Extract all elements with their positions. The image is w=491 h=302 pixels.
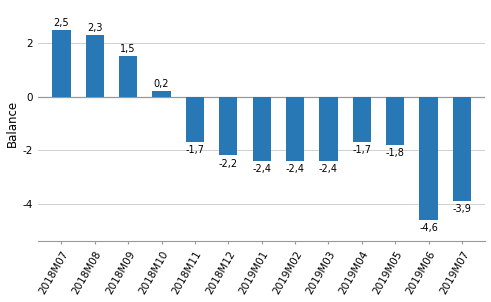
Y-axis label: Balance: Balance <box>5 100 19 147</box>
Text: 1,5: 1,5 <box>120 44 136 54</box>
Bar <box>286 97 304 161</box>
Bar <box>152 91 171 97</box>
Text: -1,8: -1,8 <box>386 148 405 158</box>
Text: -1,7: -1,7 <box>186 145 204 155</box>
Bar <box>186 97 204 142</box>
Text: -2,2: -2,2 <box>219 159 238 169</box>
Bar <box>419 97 438 220</box>
Bar <box>353 97 371 142</box>
Bar <box>52 30 71 97</box>
Bar <box>85 35 104 97</box>
Bar <box>319 97 338 161</box>
Bar <box>252 97 271 161</box>
Text: -1,7: -1,7 <box>353 145 371 155</box>
Text: -2,4: -2,4 <box>319 164 338 174</box>
Bar <box>453 97 471 201</box>
Text: -2,4: -2,4 <box>286 164 304 174</box>
Text: -2,4: -2,4 <box>252 164 271 174</box>
Text: 0,2: 0,2 <box>154 79 169 89</box>
Bar <box>386 97 405 145</box>
Text: 2,3: 2,3 <box>87 23 103 33</box>
Text: -3,9: -3,9 <box>453 204 471 214</box>
Text: -4,6: -4,6 <box>419 223 438 233</box>
Bar <box>219 97 238 156</box>
Bar <box>119 56 137 97</box>
Text: 2,5: 2,5 <box>54 18 69 27</box>
